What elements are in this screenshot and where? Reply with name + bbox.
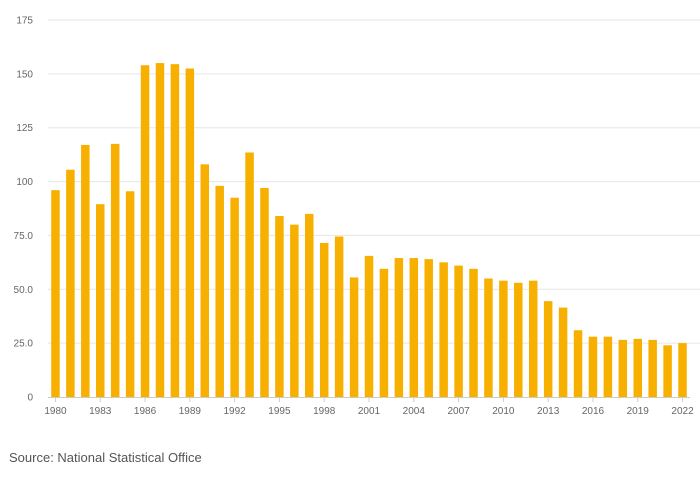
y-tick-label: 50.0 — [14, 285, 34, 296]
bar — [573, 330, 583, 397]
y-tick-label: 25.0 — [14, 339, 34, 350]
x-tick-label: 2010 — [492, 406, 515, 417]
bar — [663, 345, 672, 397]
bar — [51, 190, 60, 397]
bar — [290, 224, 299, 397]
x-tick-label: 2019 — [627, 406, 650, 417]
bar — [603, 336, 613, 397]
bar — [409, 258, 419, 397]
bar — [394, 258, 404, 397]
bar — [140, 65, 150, 398]
bar — [514, 282, 523, 397]
bar — [349, 277, 359, 397]
x-tick-label: 1986 — [134, 406, 157, 417]
bar — [230, 197, 239, 397]
bar — [439, 262, 448, 397]
x-tick-label: 1995 — [268, 406, 291, 417]
bar — [484, 278, 493, 397]
x-tick-label: 2022 — [671, 406, 694, 417]
bar — [66, 169, 75, 397]
bar — [469, 268, 478, 397]
x-tick-label: 2001 — [358, 406, 381, 417]
bar — [364, 255, 374, 397]
x-axis: 1980 1983 1986 1989 1992 1995 1998 2001 2004 2007… — [44, 397, 694, 417]
bar — [633, 338, 642, 397]
y-tick-label: 175 — [16, 16, 33, 27]
bar — [305, 213, 314, 397]
y-tick-label: 0 — [27, 393, 33, 404]
y-tick-label: 150 — [16, 69, 33, 80]
bar — [185, 68, 195, 397]
x-tick-label: 1980 — [44, 406, 67, 417]
bar — [528, 280, 538, 397]
bar — [319, 242, 329, 397]
bar — [648, 339, 657, 397]
bars — [51, 63, 687, 398]
bar — [618, 339, 628, 397]
bar — [275, 216, 284, 397]
bar — [155, 63, 165, 397]
x-tick-label: 1989 — [179, 406, 202, 417]
bar — [424, 259, 433, 397]
source-note: Source: National Statistical Office — [9, 450, 202, 465]
bar — [96, 204, 105, 397]
bar — [454, 265, 463, 397]
bar — [379, 268, 389, 397]
bar — [110, 143, 120, 397]
bar — [170, 64, 180, 398]
x-tick-label: 1992 — [224, 406, 247, 417]
bar — [200, 164, 210, 397]
y-tick-label: 125 — [16, 123, 33, 134]
x-tick-label: 1998 — [313, 406, 336, 417]
bar — [499, 280, 508, 397]
bar — [334, 236, 344, 397]
x-tick-label: 2013 — [537, 406, 560, 417]
y-tick-label: 100 — [16, 177, 33, 188]
x-tick-label: 2016 — [582, 406, 605, 417]
bar — [81, 144, 90, 397]
bar — [260, 188, 269, 397]
y-tick-label: 75.0 — [14, 231, 34, 242]
x-tick-label: 1983 — [89, 406, 112, 417]
bar — [678, 343, 687, 397]
bar — [215, 185, 224, 397]
bar — [543, 301, 553, 397]
bar — [125, 191, 135, 397]
bar — [558, 307, 568, 397]
bar — [588, 336, 598, 397]
x-tick-label: 2004 — [403, 406, 426, 417]
bar — [245, 152, 254, 397]
y-axis: 0 25.0 50.0 75.0 100 125 150 175 — [14, 16, 34, 404]
x-tick-label: 2007 — [447, 406, 470, 417]
